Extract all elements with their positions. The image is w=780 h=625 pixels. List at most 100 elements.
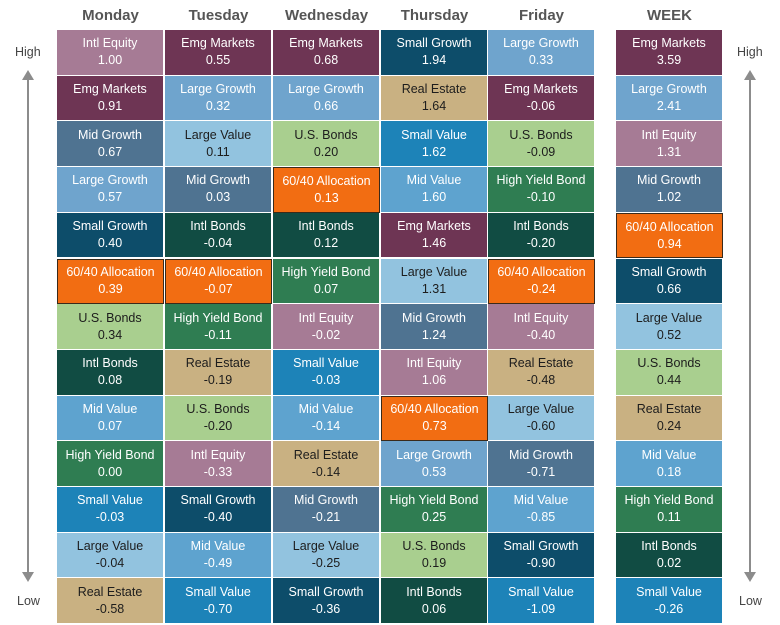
cell-week-small-value: Small Value -0.26 xyxy=(616,578,723,625)
cell-wednesday-mid-value: Mid Value -0.14 xyxy=(273,395,380,442)
asset-class-label: U.S. Bonds xyxy=(78,310,142,325)
return-value-label: 1.31 xyxy=(421,281,447,296)
asset-class-label: U.S. Bonds xyxy=(294,127,358,142)
cell-friday-mid-growth: Mid Growth -0.71 xyxy=(488,441,595,487)
cell-thursday-mid-growth: Mid Growth 1.24 xyxy=(381,304,488,350)
cell-wednesday-emg-markets: Emg Markets 0.68 xyxy=(273,30,380,76)
asset-class-label: Mid Growth xyxy=(637,173,701,188)
cell-monday-mid-value: Mid Value 0.07 xyxy=(57,395,164,442)
asset-class-label: Large Value xyxy=(635,310,703,325)
return-value-label: 1.94 xyxy=(421,53,447,68)
asset-class-label: Emg Markets xyxy=(73,82,147,97)
return-value-label: 0.19 xyxy=(421,556,447,571)
return-value-label: 0.39 xyxy=(98,282,123,297)
arrow-up-head-left xyxy=(22,70,34,80)
asset-class-label: Real Estate xyxy=(401,82,467,97)
cell-monday-emg-markets: Emg Markets 0.91 xyxy=(57,75,164,122)
return-value-label: 0.02 xyxy=(656,556,682,571)
cell-tuesday-mid-value: Mid Value -0.49 xyxy=(165,532,272,579)
return-value-label: -0.33 xyxy=(203,464,233,479)
cell-tuesday-small-value: Small Value -0.70 xyxy=(165,578,272,625)
cell-thursday-real-estate: Real Estate 1.64 xyxy=(381,75,488,122)
cell-thursday-emg-markets: Emg Markets 1.46 xyxy=(381,212,488,259)
return-value-label: -0.48 xyxy=(526,373,556,388)
cell-thursday-intl-bonds: Intl Bonds 0.06 xyxy=(381,578,488,625)
return-value-label: 3.59 xyxy=(656,53,682,68)
return-value-label: 1.02 xyxy=(656,190,682,205)
column-header-monday: Monday xyxy=(82,7,139,24)
column-header-friday: Friday xyxy=(518,7,564,24)
return-value-label: -0.24 xyxy=(527,282,556,297)
cell-monday-large-value: Large Value -0.04 xyxy=(57,532,164,579)
return-value-label: -0.58 xyxy=(95,601,125,616)
asset-class-label: High Yield Bond xyxy=(389,493,479,508)
cell-thursday-small-value: Small Value 1.62 xyxy=(381,121,488,168)
asset-class-label: Small Growth xyxy=(72,219,148,234)
asset-class-label: U.S. Bonds xyxy=(186,401,250,416)
asset-class-label: Small Growth xyxy=(631,264,707,279)
return-value-label: 0.33 xyxy=(528,53,554,68)
asset-class-label: Small Value xyxy=(185,584,251,599)
asset-class-label: Small Growth xyxy=(396,36,472,51)
asset-class-label: Mid Value xyxy=(298,401,354,416)
asset-class-label: Emg Markets xyxy=(632,36,706,51)
cell-wednesday-large-growth: Large Growth 0.66 xyxy=(273,75,380,122)
asset-class-label: Large Value xyxy=(400,264,468,279)
return-value-label: 0.66 xyxy=(313,99,339,114)
asset-class-label: Small Growth xyxy=(288,584,364,599)
arrow-up-head-right xyxy=(744,70,756,80)
return-value-label: -0.36 xyxy=(311,601,341,616)
asset-class-label: Small Value xyxy=(636,584,702,599)
asset-class-label: Mid Growth xyxy=(78,127,142,142)
asset-class-label: Real Estate xyxy=(636,401,702,416)
asset-class-label: Intl Equity xyxy=(190,447,246,462)
asset-class-label: Intl Bonds xyxy=(513,219,569,234)
return-value-label: 1.24 xyxy=(421,327,447,342)
asset-class-label: Mid Value xyxy=(190,539,246,554)
asset-class-label: Emg Markets xyxy=(504,82,578,97)
return-value-label: 0.68 xyxy=(313,53,339,68)
asset-class-label: High Yield Bond xyxy=(65,447,155,462)
asset-class-label: Large Growth xyxy=(180,82,256,97)
return-value-label: 0.57 xyxy=(97,190,123,205)
return-value-label: 0.03 xyxy=(205,190,231,205)
asset-class-label: Intl Bonds xyxy=(298,219,354,234)
low-label-left: Low xyxy=(17,594,40,608)
asset-class-label: Intl Bonds xyxy=(406,584,462,599)
asset-class-label: 60/40 Allocation xyxy=(625,219,714,234)
asset-class-label: Large Value xyxy=(76,539,144,554)
return-value-label: -0.40 xyxy=(526,327,556,342)
return-value-label: 1.60 xyxy=(421,190,447,205)
asset-class-label: U.S. Bonds xyxy=(509,127,573,142)
cell-week-intl-bonds: Intl Bonds 0.02 xyxy=(616,532,723,579)
return-value-label: -0.21 xyxy=(311,510,341,525)
column-header-wednesday: Wednesday xyxy=(284,7,369,24)
cell-tuesday-real-estate: Real Estate -0.19 xyxy=(165,349,272,396)
cell-thursday-large-growth: Large Growth 0.53 xyxy=(381,441,488,487)
return-value-label: -1.09 xyxy=(526,601,556,616)
return-value-label: 0.91 xyxy=(97,99,123,114)
return-value-label: 1.64 xyxy=(421,99,447,114)
asset-class-label: High Yield Bond xyxy=(496,173,586,188)
return-value-label: 0.07 xyxy=(97,418,123,433)
return-value-label: -0.14 xyxy=(311,418,341,433)
cell-week-mid-value: Mid Value 0.18 xyxy=(616,441,723,487)
asset-class-label: Mid Growth xyxy=(186,173,250,188)
cell-monday-real-estate: Real Estate -0.58 xyxy=(57,578,164,625)
asset-class-label: Large Growth xyxy=(288,82,364,97)
cell-thursday-u-s-bonds: U.S. Bonds 0.19 xyxy=(381,532,488,579)
cell-week-small-growth: Small Growth 0.66 xyxy=(616,258,723,305)
cell-tuesday-u-s-bonds: U.S. Bonds -0.20 xyxy=(165,395,272,442)
cell-friday-mid-value: Mid Value -0.85 xyxy=(488,487,595,533)
return-value-label: 0.11 xyxy=(206,144,230,159)
return-value-label: -0.14 xyxy=(311,464,341,479)
cell-tuesday-emg-markets: Emg Markets 0.55 xyxy=(165,30,272,76)
cell-week-intl-equity: Intl Equity 1.31 xyxy=(616,121,723,168)
cell-friday-real-estate: Real Estate -0.48 xyxy=(488,349,595,396)
cell-monday-intl-bonds: Intl Bonds 0.08 xyxy=(57,349,164,396)
return-value-label: -0.19 xyxy=(203,373,233,388)
return-value-label: 0.94 xyxy=(657,236,682,251)
return-value-label: 0.53 xyxy=(421,464,447,479)
return-value-label: 1.46 xyxy=(421,236,447,251)
return-value-label: 0.34 xyxy=(97,327,123,342)
